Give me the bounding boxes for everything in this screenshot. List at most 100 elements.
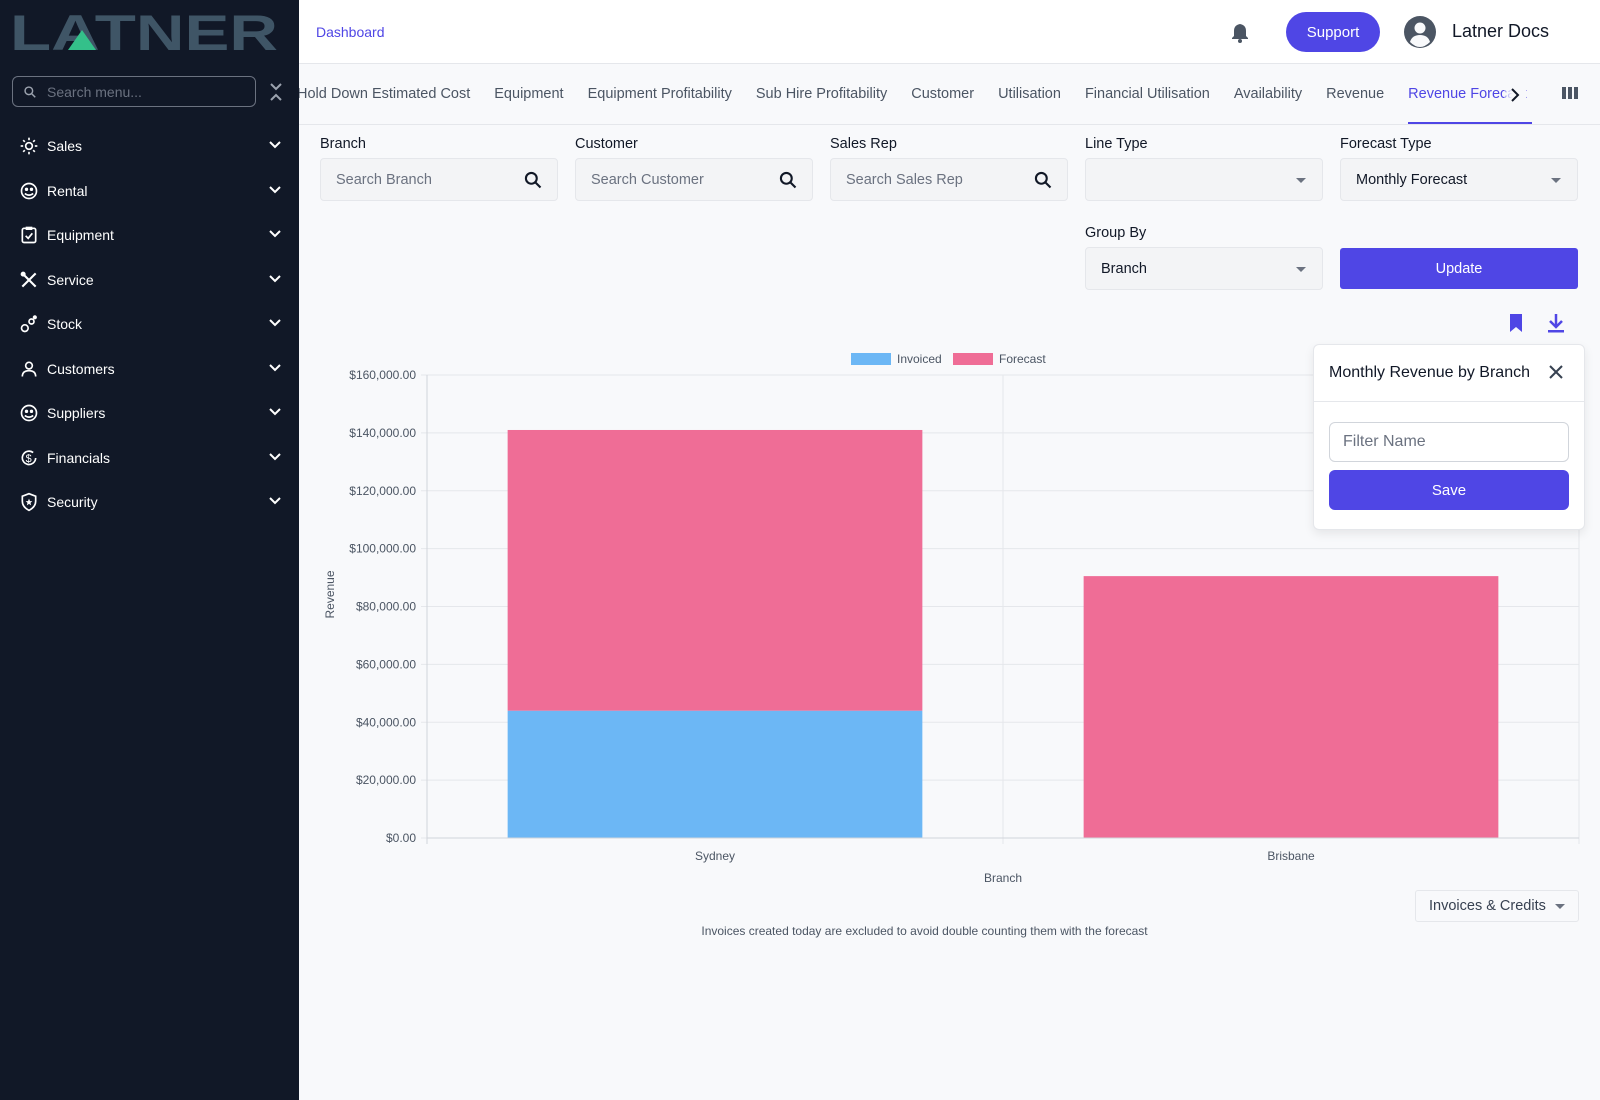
line-type-label: Line Type xyxy=(1085,136,1148,152)
sales-rep-search[interactable] xyxy=(830,158,1068,201)
group-by-select[interactable]: Branch xyxy=(1085,247,1323,290)
chevron-down-icon xyxy=(269,274,281,282)
legend-label-forecast: Forecast xyxy=(999,352,1046,366)
tab-item[interactable]: Sub Hire Profitability xyxy=(755,86,888,102)
invoice-type-select[interactable]: Invoices & Credits xyxy=(1415,890,1579,922)
sidebar-item-financials[interactable]: $ Financials xyxy=(0,436,299,481)
rental-icon xyxy=(18,180,40,202)
customer-search-input[interactable] xyxy=(591,171,771,188)
branch-search-input[interactable] xyxy=(336,171,516,188)
sidebar-item-label: Financials xyxy=(47,449,111,466)
sales-rep-label: Sales Rep xyxy=(830,136,897,152)
user-name[interactable]: Latner Docs xyxy=(1452,21,1550,41)
sidebar-item-label: Rental xyxy=(47,182,88,199)
x-axis-title: Branch xyxy=(984,871,1022,885)
tab-item[interactable]: Financial Utilisation xyxy=(1084,86,1210,102)
save-button[interactable]: Save xyxy=(1329,470,1569,510)
popover-divider xyxy=(1314,401,1584,402)
caret-down-icon xyxy=(1551,178,1561,183)
sales-rep-search-input[interactable] xyxy=(846,171,1026,188)
sidebar-item-stock[interactable]: Stock xyxy=(0,302,299,347)
tools-icon xyxy=(18,269,40,291)
download-icon[interactable] xyxy=(1547,313,1565,333)
chevron-down-icon xyxy=(269,141,281,149)
y-tick-label: $60,000.00 xyxy=(356,657,416,671)
sidebar-item-label: Equipment xyxy=(47,227,114,244)
sidebar-item-label: Sales xyxy=(47,138,83,155)
forecast-type-label: Forecast Type xyxy=(1340,136,1432,152)
user-avatar-icon[interactable] xyxy=(1404,16,1436,48)
search-icon xyxy=(24,85,36,98)
y-tick-label: $80,000.00 xyxy=(356,600,416,614)
revenue-forecast-chart: $0.00 $20,000.00 $40,000.00 $60,000.00 $80,0… xyxy=(323,352,1580,885)
y-tick-label: $140,000.00 xyxy=(349,426,416,440)
sidebar-item-rental[interactable]: Rental xyxy=(0,169,299,214)
tab-item[interactable]: Customer xyxy=(911,86,975,102)
legend-label-invoiced: Invoiced xyxy=(897,352,942,366)
sidebar-item-suppliers[interactable]: Suppliers xyxy=(0,391,299,436)
forecast-type-value: Monthly Forecast xyxy=(1356,171,1468,188)
sidebar-item-customers[interactable]: Customers xyxy=(0,347,299,392)
y-tick-label: $20,000.00 xyxy=(356,773,416,787)
chevron-down-icon xyxy=(269,363,281,371)
sidebar-item-label: Service xyxy=(47,271,94,288)
sidebar-item-service[interactable]: Service xyxy=(0,258,299,303)
chevron-down-icon xyxy=(269,497,281,505)
chevron-down-icon xyxy=(269,408,281,416)
svg-text:$: $ xyxy=(26,453,32,465)
tab-item[interactable]: Equipment xyxy=(494,86,564,102)
sidebar: LATNER Sales Rental Equipment Service xyxy=(0,0,299,1100)
y-tick-label: $120,000.00 xyxy=(349,484,416,498)
search-icon[interactable] xyxy=(1033,170,1053,190)
close-icon[interactable] xyxy=(1548,364,1564,380)
shield-icon xyxy=(18,491,40,513)
bookmark-icon[interactable] xyxy=(1508,313,1524,333)
support-button[interactable]: Support xyxy=(1286,12,1380,52)
y-axis-title: Revenue xyxy=(323,570,337,618)
sidebar-item-label: Stock xyxy=(47,316,83,333)
bar-forecast-brisbane xyxy=(1083,576,1499,838)
tab-item[interactable]: Revenue Forecast xyxy=(1396,64,1532,124)
filter-name-input[interactable] xyxy=(1329,422,1569,462)
tab-item[interactable]: Hold Down Estimated Cost xyxy=(299,86,471,102)
tab-item[interactable]: Equipment Profitability xyxy=(587,86,732,102)
person-icon xyxy=(18,358,40,380)
y-tick-label: $100,000.00 xyxy=(349,542,416,556)
legend-swatch-invoiced xyxy=(851,353,891,365)
sidebar-item-label: Security xyxy=(47,494,98,511)
search-icon[interactable] xyxy=(523,170,543,190)
tab-item[interactable]: Availability xyxy=(1233,86,1303,102)
x-tick-label: Sydney xyxy=(695,849,735,863)
line-type-select[interactable] xyxy=(1085,158,1323,201)
sidebar-item-security[interactable]: Security xyxy=(0,480,299,525)
y-tick-label: $40,000.00 xyxy=(356,715,416,729)
forecast-type-select[interactable]: Monthly Forecast xyxy=(1340,158,1578,201)
branch-search[interactable] xyxy=(320,158,558,201)
chevron-down-icon xyxy=(269,319,281,327)
tabs-scroll: Hold Down Estimated Cost Equipment Equipme… xyxy=(299,64,1532,124)
chevron-down-icon xyxy=(269,185,281,193)
y-tick-label: $160,000.00 xyxy=(349,368,416,382)
tab-item[interactable]: Revenue xyxy=(1326,86,1385,102)
update-button[interactable]: Update xyxy=(1340,248,1578,289)
chevron-right-icon[interactable] xyxy=(1504,84,1526,106)
latner-logo: LATNER xyxy=(10,10,278,54)
menu-search-input[interactable] xyxy=(47,83,237,100)
branch-label: Branch xyxy=(320,136,366,152)
forecast-footnote: Invoices created today are excluded to a… xyxy=(701,924,1148,938)
sidebar-item-equipment[interactable]: Equipment xyxy=(0,213,299,258)
caret-down-icon xyxy=(1555,904,1565,909)
sidebar-item-sales[interactable]: Sales xyxy=(0,124,299,169)
collapse-sidebar-icon[interactable] xyxy=(268,82,284,102)
top-bar: Dashboard Support Latner Docs xyxy=(299,0,1600,64)
menu-search[interactable] xyxy=(12,76,256,107)
search-icon[interactable] xyxy=(778,170,798,190)
sidebar-item-label: Suppliers xyxy=(47,405,106,422)
columns-icon[interactable] xyxy=(1562,86,1578,100)
invoice-type-value: Invoices & Credits xyxy=(1429,898,1546,914)
breadcrumb-dashboard[interactable]: Dashboard xyxy=(316,24,385,40)
tab-item[interactable]: Utilisation xyxy=(998,86,1061,102)
bell-icon[interactable] xyxy=(1231,23,1249,43)
dollar-cycle-icon: $ xyxy=(18,447,40,469)
customer-search[interactable] xyxy=(575,158,813,201)
